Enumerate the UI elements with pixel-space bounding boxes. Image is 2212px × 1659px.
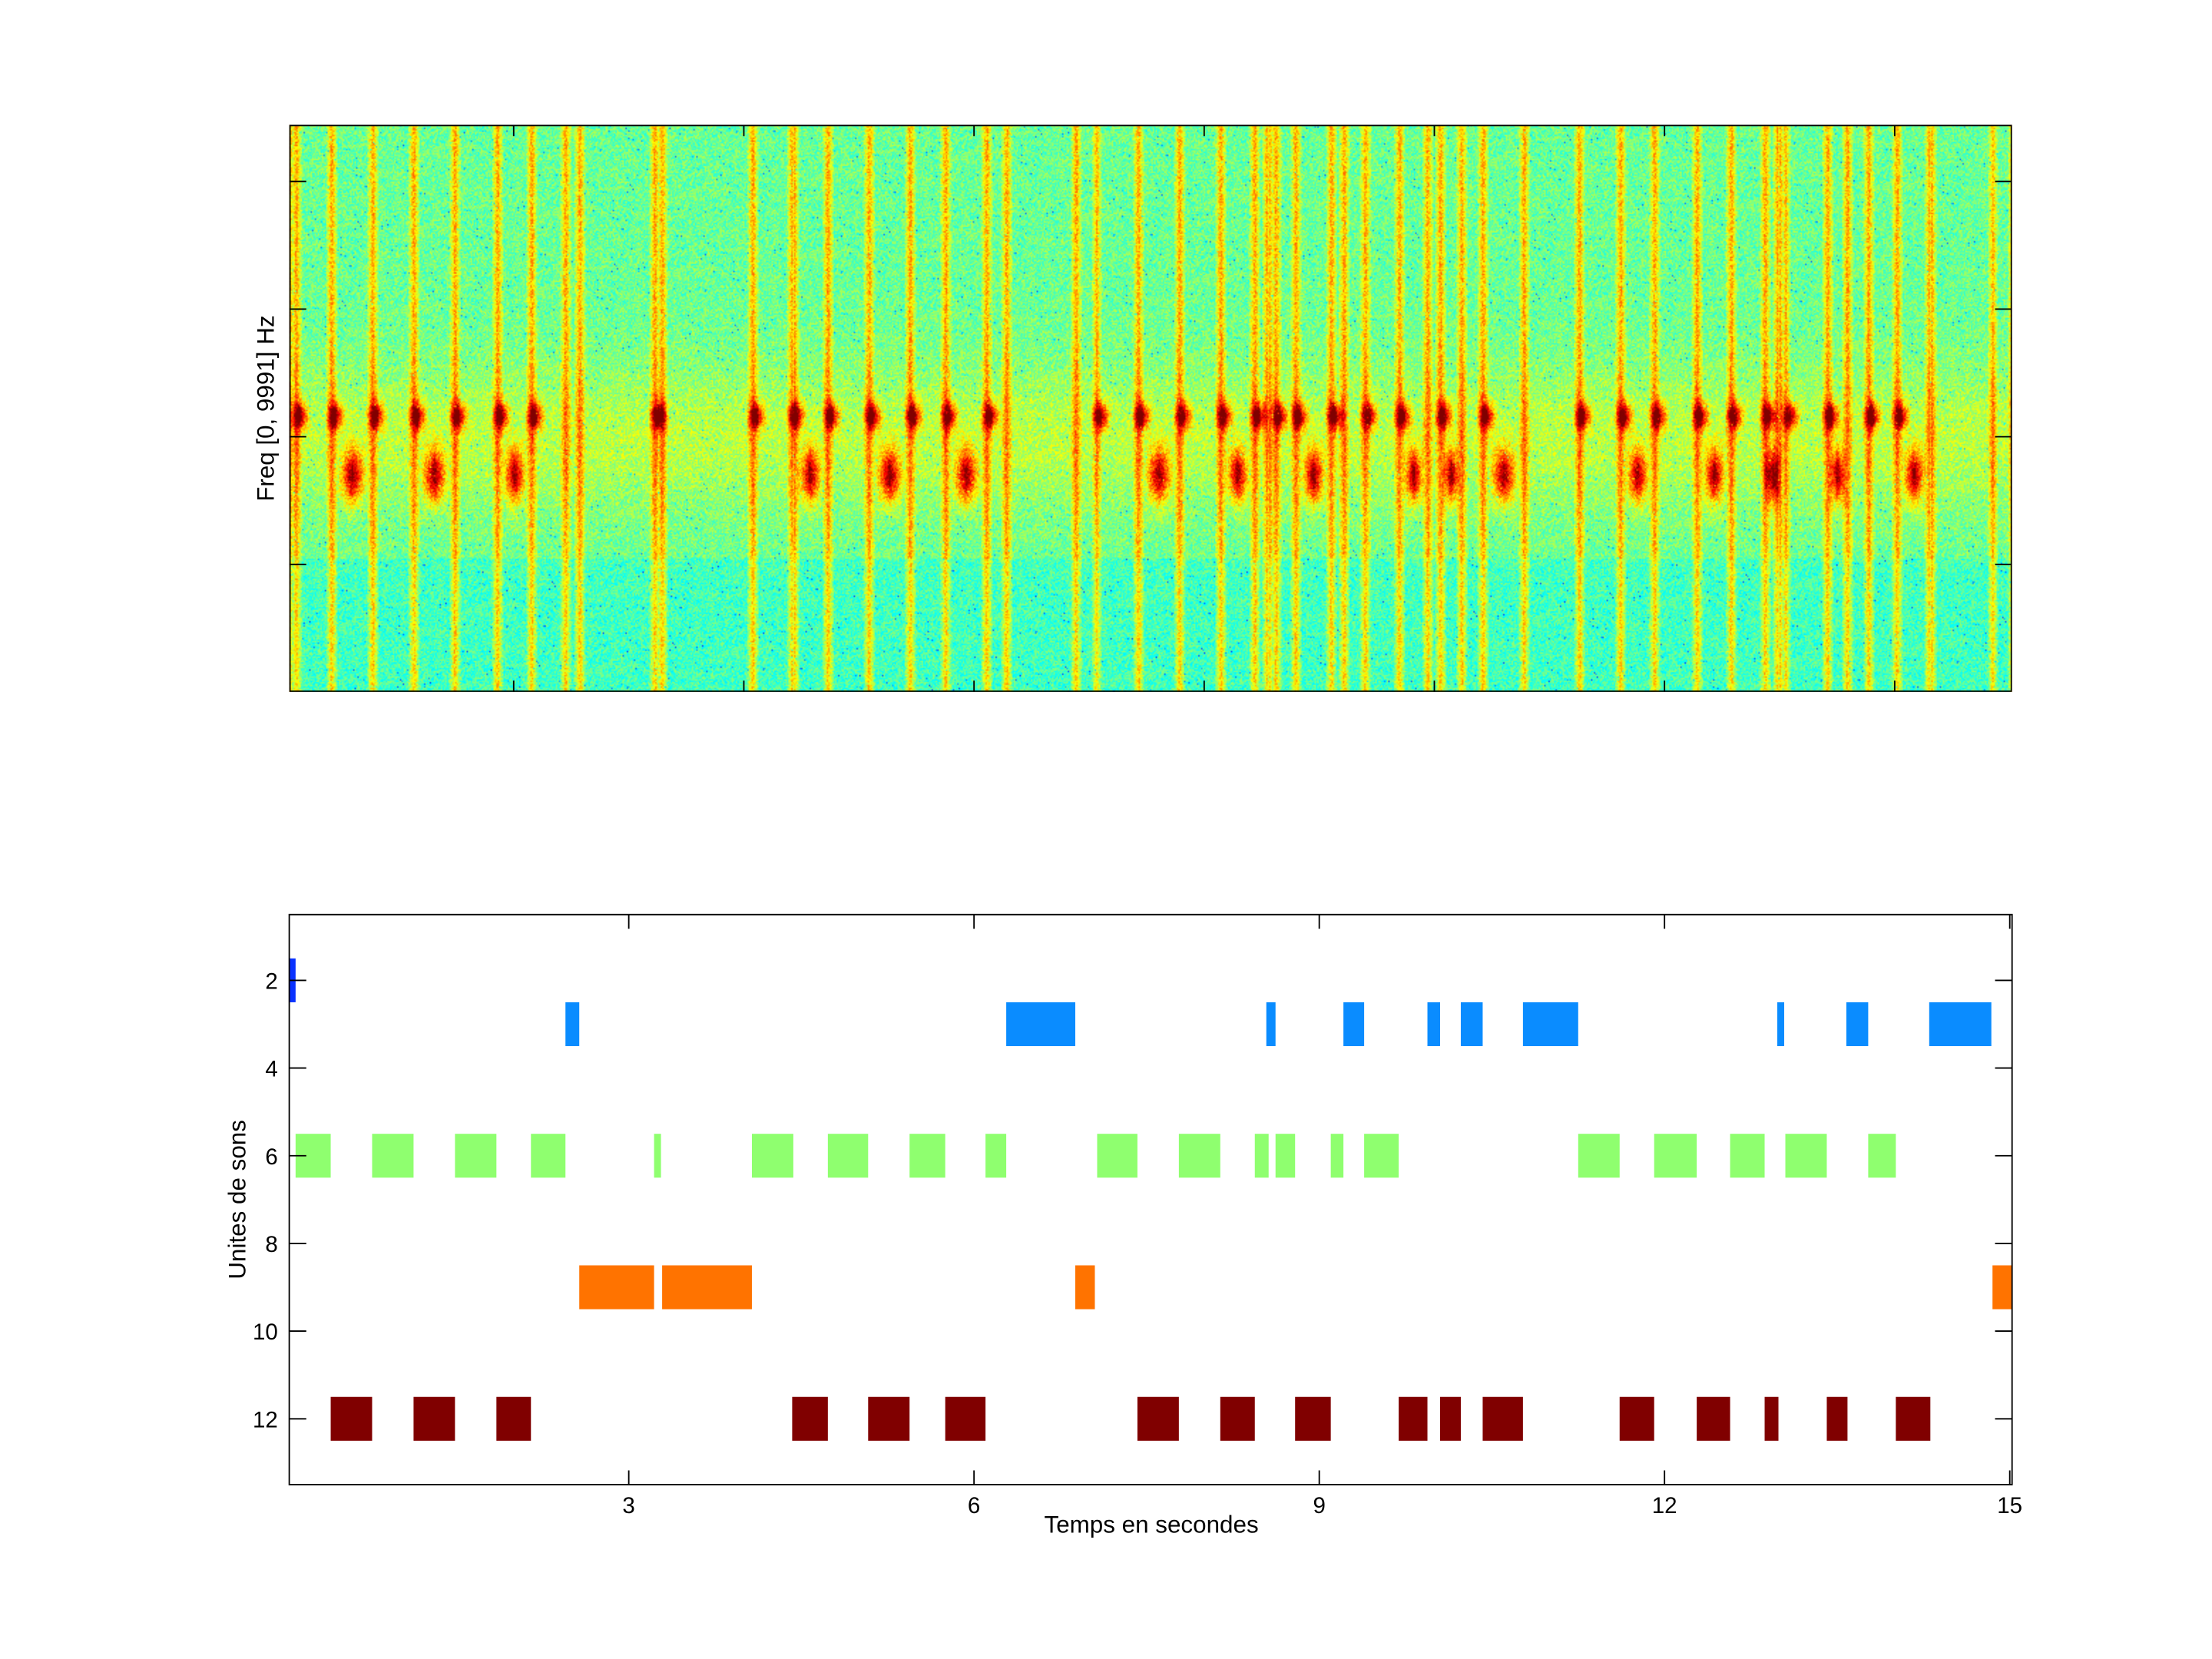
segment-bar-unit-6 bbox=[909, 1134, 945, 1178]
segment-bar-unit-12 bbox=[1826, 1396, 1848, 1441]
segment-bar-unit-9 bbox=[1992, 1265, 2012, 1310]
segment-bar-unit-6 bbox=[1330, 1134, 1344, 1178]
segment-bar-unit-6 bbox=[751, 1134, 793, 1178]
segment-bar-unit-6 bbox=[985, 1134, 1007, 1178]
segment-bar-unit-3 bbox=[1522, 1002, 1578, 1047]
segment-bar-unit-3 bbox=[1266, 1002, 1276, 1047]
y-tick-label: 10 bbox=[253, 1320, 278, 1345]
segment-bar-unit-6 bbox=[372, 1134, 414, 1178]
x-tick-label: 15 bbox=[1997, 1493, 2022, 1518]
segment-bar-unit-12 bbox=[1137, 1396, 1179, 1441]
segment-bar-unit-9 bbox=[662, 1265, 752, 1310]
segment-bar-unit-6 bbox=[1868, 1134, 1896, 1178]
spectrogram-ylabel: Freq [0, 9991] Hz bbox=[252, 315, 280, 502]
segment-bar-unit-12 bbox=[1295, 1396, 1331, 1441]
segment-bar-unit-3 bbox=[1777, 1002, 1785, 1047]
segment-bar-unit-3 bbox=[565, 1002, 580, 1047]
segments-plot: 3 6 9 12 15 2 4 6 8 10 12 bbox=[253, 913, 2022, 1518]
segment-bar-unit-6 bbox=[1178, 1134, 1220, 1178]
segment-bar-unit-3 bbox=[1460, 1002, 1483, 1047]
y-tick-label: 12 bbox=[253, 1407, 278, 1432]
segment-bar-unit-12 bbox=[413, 1396, 455, 1441]
segment-bar-unit-12 bbox=[1619, 1396, 1654, 1441]
segment-bar-unit-6 bbox=[1275, 1134, 1296, 1178]
x-tick-label: 3 bbox=[622, 1493, 634, 1518]
spectrogram-image bbox=[289, 124, 2012, 692]
segment-bar-unit-12 bbox=[1220, 1396, 1255, 1441]
axes-box bbox=[288, 913, 2013, 1485]
segments-xlabel: Temps en secondes bbox=[1044, 1511, 1259, 1539]
spectrogram-axes bbox=[289, 124, 2012, 692]
segment-bar-unit-12 bbox=[1764, 1396, 1779, 1441]
segment-bar-unit-12 bbox=[1482, 1396, 1523, 1441]
segment-bar-unit-3 bbox=[1427, 1002, 1440, 1047]
segment-bar-unit-6 bbox=[1097, 1134, 1137, 1178]
segment-bar-unit-12 bbox=[792, 1396, 828, 1441]
x-tick-label: 9 bbox=[1313, 1493, 1325, 1518]
segment-bar-unit-6 bbox=[1364, 1134, 1399, 1178]
y-tick-label: 8 bbox=[265, 1232, 277, 1257]
segment-bar-unit-6 bbox=[654, 1134, 661, 1178]
segment-bar-unit-12 bbox=[496, 1396, 531, 1441]
segment-bar-unit-9 bbox=[579, 1265, 654, 1310]
segments-axes: 3 6 9 12 15 2 4 6 8 10 12 bbox=[253, 913, 2022, 1518]
segment-bar-unit-12 bbox=[1896, 1396, 1931, 1441]
segment-bar-unit-6 bbox=[1254, 1134, 1269, 1178]
x-tick-label: 6 bbox=[968, 1493, 980, 1518]
segment-bar-unit-12 bbox=[1697, 1396, 1730, 1441]
y-tick-label: 6 bbox=[265, 1144, 277, 1170]
segment-bar-unit-6 bbox=[1654, 1134, 1697, 1178]
axes-box bbox=[289, 124, 2012, 692]
segments-ylabel: Unites de sons bbox=[224, 1120, 251, 1280]
segment-bar-unit-3 bbox=[1343, 1002, 1365, 1047]
x-tick-label: 12 bbox=[1652, 1493, 1677, 1518]
segment-bar-unit-12 bbox=[868, 1396, 910, 1441]
segment-bar-unit-12 bbox=[330, 1396, 373, 1441]
segment-bar-unit-6 bbox=[455, 1134, 497, 1178]
segment-bar-unit-6 bbox=[827, 1134, 869, 1178]
segment-bar-unit-12 bbox=[945, 1396, 986, 1441]
y-tick-label: 4 bbox=[265, 1057, 277, 1082]
segment-bar-unit-9 bbox=[1075, 1265, 1095, 1310]
segment-bar-unit-6 bbox=[1578, 1134, 1620, 1178]
spectrogram-frame bbox=[289, 124, 2012, 692]
segment-bar-unit-3 bbox=[1006, 1002, 1076, 1047]
segment-bar-unit-3 bbox=[1846, 1002, 1869, 1047]
segment-bar-unit-3 bbox=[1929, 1002, 1992, 1047]
segment-bar-unit-6 bbox=[1785, 1134, 1827, 1178]
segment-bar-unit-6 bbox=[1730, 1134, 1765, 1178]
segment-bar-unit-12 bbox=[1439, 1396, 1461, 1441]
segment-bar-unit-6 bbox=[531, 1134, 566, 1178]
y-tick-label: 2 bbox=[265, 969, 277, 994]
segment-bar-unit-12 bbox=[1399, 1396, 1428, 1441]
